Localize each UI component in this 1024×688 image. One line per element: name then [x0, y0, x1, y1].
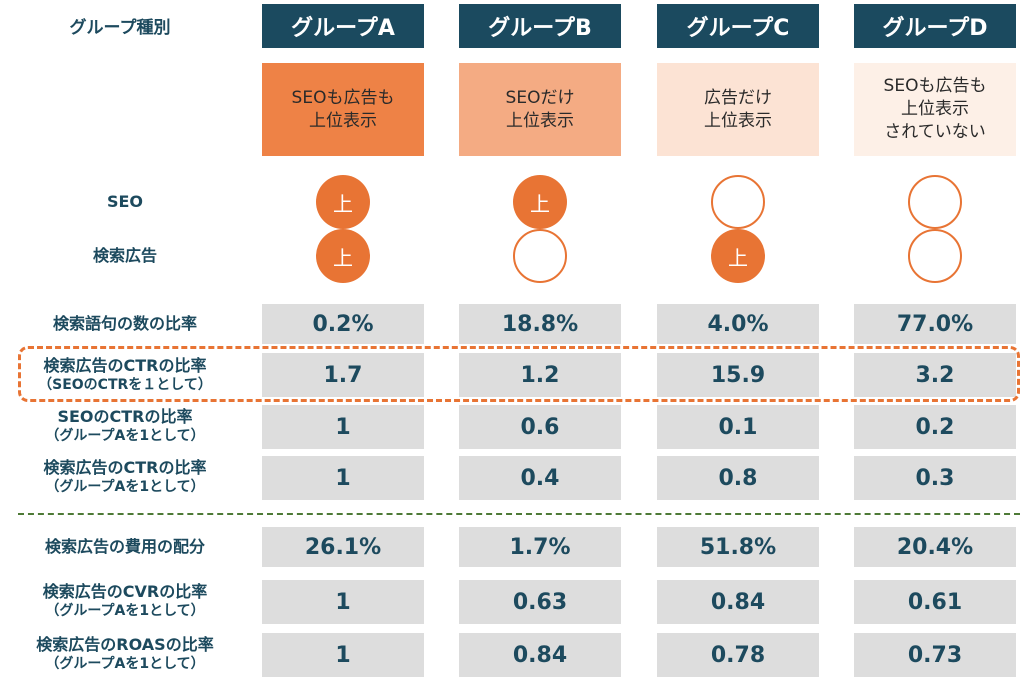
metric-label-sub: （グループAを1として）: [45, 479, 205, 495]
group-b-header: グループB: [459, 4, 621, 48]
metric-cell: 3.2: [854, 353, 1016, 397]
metric-cell: 20.4%: [854, 527, 1016, 567]
metric-cell: 26.1%: [262, 527, 424, 567]
metric-cell: 77.0%: [854, 304, 1016, 344]
metric-cell: 0.63: [459, 580, 621, 624]
group-c-description: 広告だけ 上位表示: [657, 63, 819, 156]
metric-cell: 1.7%: [459, 527, 621, 567]
metric-cell: 0.84: [657, 580, 819, 624]
metric-cell: 0.2%: [262, 304, 424, 344]
search-ad-rank-mark-group-a: 上: [316, 229, 370, 283]
seo-rank-label: SEO: [0, 182, 250, 222]
metric-cell: 0.61: [854, 580, 1016, 624]
metric-label-ad-ctr-vs-seo: 検索広告のCTRの比率 （SEOのCTRを１として）: [0, 352, 250, 398]
metric-cell: 18.8%: [459, 304, 621, 344]
search-ad-rank-mark-group-d: [908, 229, 962, 283]
metric-cell: 1: [262, 580, 424, 624]
metric-cell: 1.2: [459, 353, 621, 397]
metric-cell: 4.0%: [657, 304, 819, 344]
seo-rank-mark-group-b: 上: [513, 175, 567, 229]
seo-rank-mark-group-c: [711, 175, 765, 229]
search-ad-rank-label-text: 検索広告: [92, 246, 157, 265]
metric-label-main: 検索広告のCTRの比率: [43, 356, 207, 375]
metric-label-sub: （グループAを1として）: [45, 656, 205, 672]
metric-label-main: 検索広告の費用の配分: [44, 537, 205, 556]
metric-cell: 1.7: [262, 353, 424, 397]
metric-cell: 15.9: [657, 353, 819, 397]
metric-label-ad-roas: 検索広告のROASの比率 （グループAを1として）: [0, 631, 250, 677]
metric-cell: 0.78: [657, 633, 819, 677]
group-type-label: グループ種別: [69, 17, 171, 38]
metric-cell: 0.8: [657, 456, 819, 500]
group-a-header: グループA: [262, 4, 424, 48]
group-b-description: SEOだけ 上位表示: [459, 63, 621, 156]
metric-label-sub: （グループAを1として）: [45, 603, 205, 619]
seo-rank-mark-group-a: 上: [316, 175, 370, 229]
section-divider: [18, 513, 1020, 515]
group-d-description: SEOも広告も 上位表示 されていない: [854, 63, 1016, 156]
metric-cell: 51.8%: [657, 527, 819, 567]
metric-cell: 0.6: [459, 405, 621, 449]
metric-label-main: 検索広告のCVRの比率: [42, 582, 208, 601]
metric-label-query-share: 検索語句の数の比率: [0, 304, 250, 344]
metric-label-main: 検索広告のCTRの比率: [43, 458, 207, 477]
highlight-frame: [18, 346, 1020, 402]
metric-label-main: 検索広告のROASの比率: [36, 635, 214, 654]
group-c-header: グループC: [657, 4, 819, 48]
metric-cell: 0.1: [657, 405, 819, 449]
metric-label-seo-ctr: SEOのCTRの比率 （グループAを1として）: [0, 403, 250, 449]
metric-label-main: SEOのCTRの比率: [57, 407, 193, 426]
metric-cell: 1: [262, 405, 424, 449]
metric-cell: 1: [262, 633, 424, 677]
metric-cell: 1: [262, 456, 424, 500]
metric-label-sub: （グループAを1として）: [45, 428, 205, 444]
metric-cell: 0.3: [854, 456, 1016, 500]
search-ad-rank-label: 検索広告: [0, 236, 250, 276]
metric-cell: 0.73: [854, 633, 1016, 677]
search-ad-rank-mark-group-c: 上: [711, 229, 765, 283]
seo-rank-mark-group-d: [908, 175, 962, 229]
metric-label-ad-ctr: 検索広告のCTRの比率 （グループAを1として）: [0, 454, 250, 500]
metric-cell: 0.2: [854, 405, 1016, 449]
metric-cell: 0.4: [459, 456, 621, 500]
group-d-header: グループD: [854, 4, 1016, 48]
seo-rank-label-text: SEO: [106, 192, 144, 211]
group-a-description: SEOも広告も 上位表示: [262, 63, 424, 156]
metric-label-ad-cvr: 検索広告のCVRの比率 （グループAを1として）: [0, 578, 250, 624]
metric-cell: 0.84: [459, 633, 621, 677]
metric-label-main: 検索語句の数の比率: [52, 314, 197, 333]
metric-label-sub: （SEOのCTRを１として）: [38, 377, 212, 393]
metric-label-ad-cost-share: 検索広告の費用の配分: [0, 527, 250, 567]
search-ad-rank-mark-group-b: [513, 229, 567, 283]
